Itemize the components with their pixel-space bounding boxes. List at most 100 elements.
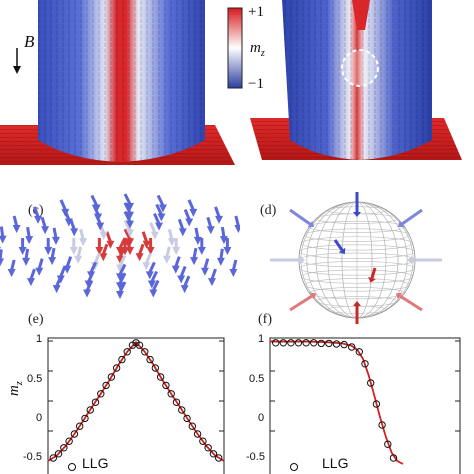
spin-arrow xyxy=(146,238,155,255)
spin-arrow xyxy=(183,208,194,227)
spin-arrow xyxy=(155,203,166,222)
spin-arrow xyxy=(90,194,101,213)
spin-arrow xyxy=(200,258,210,276)
spin-arrow xyxy=(0,249,5,267)
spin-arrow xyxy=(219,226,228,245)
spin-vector-arrow xyxy=(353,301,361,324)
spin-vector-arrow xyxy=(333,239,346,255)
spin-arrow xyxy=(123,228,134,247)
skyrmion-marker xyxy=(341,49,379,87)
spin-arrow xyxy=(190,247,199,266)
spin-vector-arrow xyxy=(289,292,317,312)
spin-arrow xyxy=(51,227,60,245)
llg-point xyxy=(178,406,186,414)
spin-arrow xyxy=(22,248,31,266)
llg-point xyxy=(151,364,160,372)
ytick-e-0: 0 xyxy=(36,412,43,424)
llg-point xyxy=(378,421,386,429)
colorbar-top-label: +1 xyxy=(248,4,264,20)
spin-arrow xyxy=(116,246,127,264)
llg-point xyxy=(389,454,398,462)
spin-arrow xyxy=(167,228,176,247)
colorbar-bottom-label: −1 xyxy=(248,76,264,92)
panel-f-label: (f) xyxy=(258,312,272,327)
panel-d-label: (d) xyxy=(260,203,277,218)
spin-arrow xyxy=(180,275,191,294)
spin-arrow xyxy=(79,228,88,247)
llg-point xyxy=(287,339,295,347)
ytick-f-0.5: 0.5 xyxy=(249,373,265,385)
spin-arrow xyxy=(234,215,240,233)
ytick-e--0.5: -0.5 xyxy=(23,451,42,463)
panel-d-bloch-sphere xyxy=(270,192,442,324)
llg-point xyxy=(162,381,170,390)
spin-vector-arrow xyxy=(397,208,423,228)
spin-arrow xyxy=(44,238,53,255)
spin-arrow xyxy=(123,237,134,255)
spin-arrow xyxy=(18,238,27,255)
spin-arrow xyxy=(223,238,232,255)
llg-point xyxy=(302,339,310,347)
llg-point xyxy=(204,444,212,452)
llg-point xyxy=(340,340,348,349)
spin-arrow xyxy=(187,199,198,217)
llg-point xyxy=(102,381,110,390)
spin-arrow xyxy=(116,254,127,273)
llg-point xyxy=(272,339,280,347)
panel-e-plot xyxy=(47,337,225,474)
spin-arrow xyxy=(216,248,225,266)
llg-point xyxy=(81,414,89,423)
spin-arrow xyxy=(123,219,134,238)
panel-f-plot xyxy=(269,337,461,474)
llg-point xyxy=(118,355,126,364)
spin-arrow xyxy=(171,256,181,274)
spin-vector-arrow xyxy=(368,267,377,283)
legend-marker xyxy=(290,463,298,471)
spin-arrow xyxy=(116,281,127,299)
llg-point xyxy=(348,343,356,351)
spin-arrow xyxy=(206,216,215,235)
spin-arrow xyxy=(59,199,70,217)
llg-point xyxy=(384,440,392,448)
spin-arrow xyxy=(214,206,224,224)
legend-marker xyxy=(68,463,76,471)
spin-arrow xyxy=(52,275,63,294)
spin-arrow xyxy=(207,268,217,287)
spin-arrow xyxy=(142,252,152,271)
spin-arrow xyxy=(149,279,160,298)
spin-arrow xyxy=(116,263,127,282)
llg-point xyxy=(135,341,144,349)
llg-point xyxy=(209,450,218,458)
spin-arrow xyxy=(123,210,134,229)
spin-vector-arrow xyxy=(289,208,315,228)
llg-point xyxy=(107,373,116,381)
llg-point xyxy=(310,339,318,347)
spin-arrow xyxy=(105,231,115,249)
ytick-f-0: 0 xyxy=(258,412,265,424)
llg-point xyxy=(167,390,175,398)
spin-arrow xyxy=(116,272,127,291)
spin-vector-arrow xyxy=(270,256,305,264)
spin-arrow xyxy=(162,246,171,264)
spin-arrow xyxy=(123,202,134,220)
spin-arrow xyxy=(147,270,158,289)
llg-point xyxy=(215,454,223,462)
spin-arrow xyxy=(156,194,167,213)
spin-arrow xyxy=(35,258,44,276)
llg-point xyxy=(112,364,121,372)
spin-arrow xyxy=(141,231,151,249)
llg-point xyxy=(49,454,57,462)
llg-point xyxy=(317,339,326,348)
field-label: B xyxy=(24,32,35,51)
llg-point xyxy=(188,422,197,430)
spin-arrow xyxy=(95,238,104,255)
plot-frame xyxy=(47,337,225,474)
spin-arrow xyxy=(26,268,36,287)
ytick-f--0.5: -0.5 xyxy=(246,451,265,463)
spin-arrow xyxy=(99,243,109,262)
spin-arrow xyxy=(48,247,57,266)
spin-vector-arrow xyxy=(407,256,442,264)
llg-point xyxy=(65,437,73,445)
y-axis-label: mz xyxy=(6,381,25,396)
